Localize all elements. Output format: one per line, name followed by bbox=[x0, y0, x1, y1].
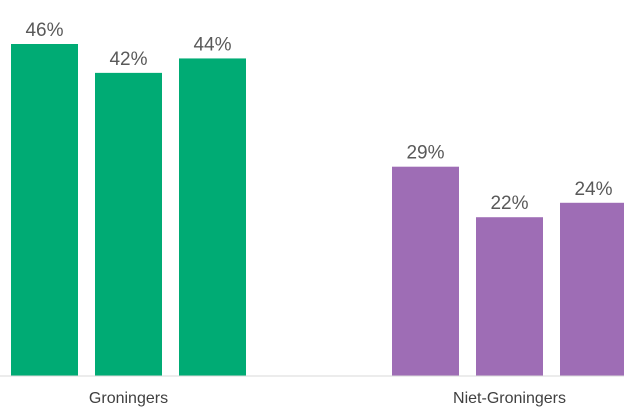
bar-1-0 bbox=[392, 166, 459, 376]
bars-layer bbox=[11, 44, 624, 376]
data-label-0-1: 42% bbox=[109, 49, 147, 70]
data-label-0-0: 46% bbox=[25, 20, 63, 41]
category-label-1: Niet-Groningers bbox=[453, 390, 566, 407]
data-label-1-2: 24% bbox=[574, 179, 612, 200]
bar-1-1 bbox=[476, 217, 543, 376]
bar-1-2 bbox=[560, 202, 624, 376]
category-labels-layer: Groningers Niet-Groningers bbox=[89, 390, 566, 407]
bar-0-0 bbox=[11, 44, 78, 376]
data-label-1-1: 22% bbox=[490, 193, 528, 214]
bar-0-2 bbox=[179, 58, 246, 376]
data-label-0-2: 44% bbox=[193, 34, 231, 55]
data-label-1-0: 29% bbox=[406, 143, 444, 164]
bar-0-1 bbox=[95, 72, 162, 376]
data-labels-layer: 46% 42% 44% 29% 22% 24% bbox=[25, 20, 612, 214]
category-label-0: Groningers bbox=[89, 390, 168, 407]
